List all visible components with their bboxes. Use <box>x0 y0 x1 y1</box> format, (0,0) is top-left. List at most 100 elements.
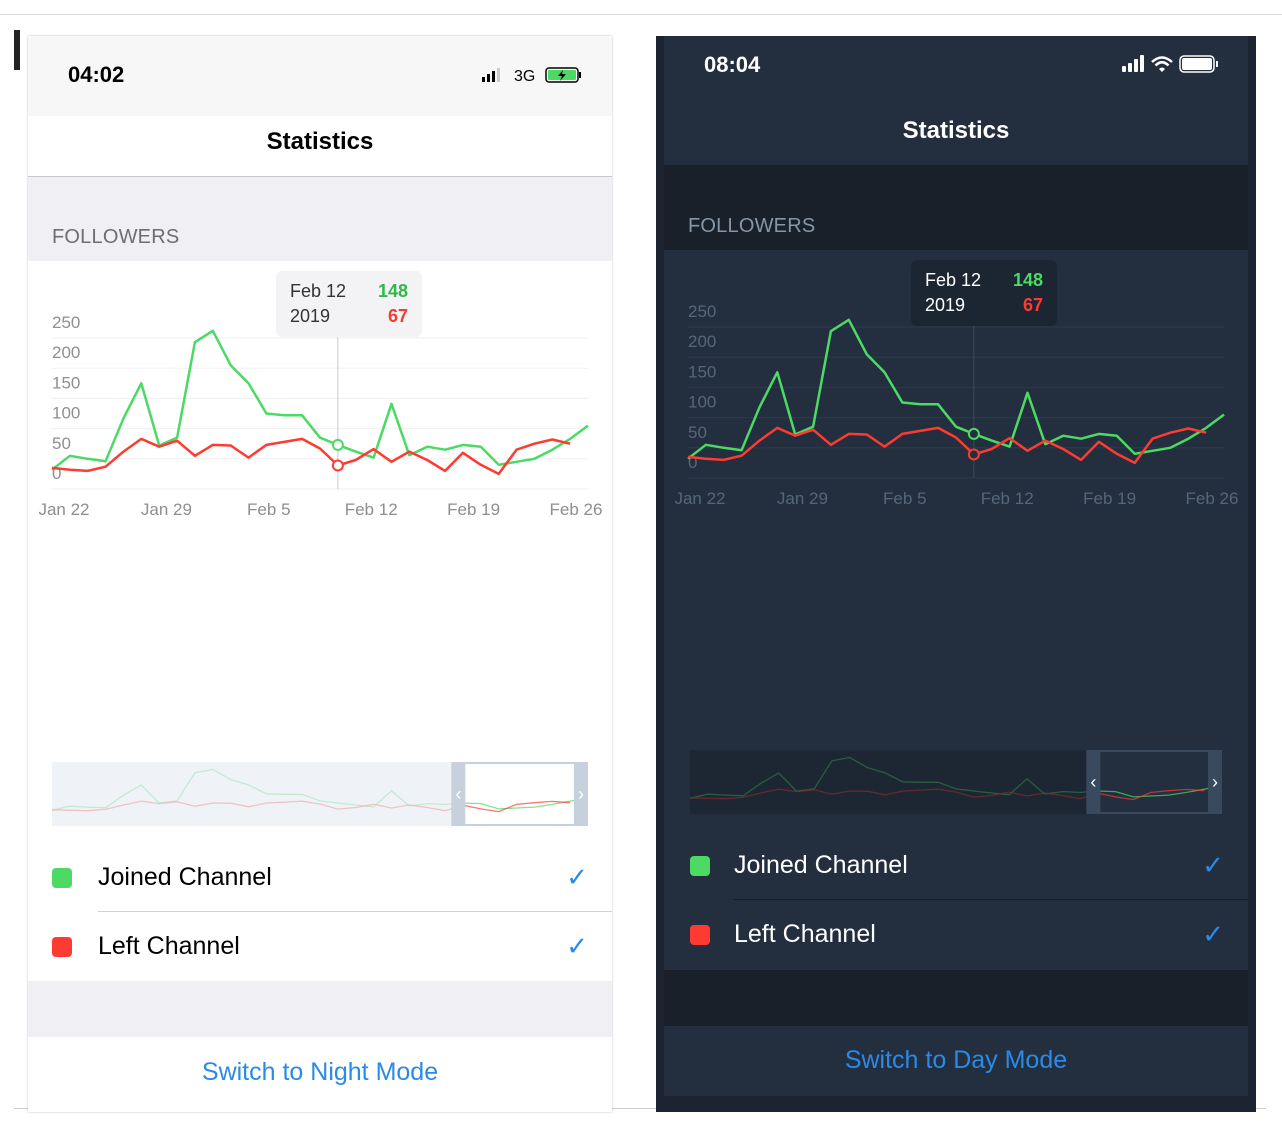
y-tick-label: 200 <box>688 332 716 351</box>
section-header-followers: FOLLOWERS <box>52 226 180 248</box>
range-navigator[interactable]: ‹ › <box>51 762 589 826</box>
range-navigator-chart[interactable]: ‹ › <box>689 750 1223 814</box>
x-tick-label: Feb 19 <box>447 500 500 519</box>
y-tick-label: 200 <box>52 343 80 362</box>
legend-item-joined[interactable]: Joined Channel ✓ <box>28 844 612 912</box>
series-line-joined <box>687 318 1225 460</box>
navigator-handle-left <box>451 762 466 826</box>
x-tick-label: Feb 5 <box>883 489 926 508</box>
status-icons: 3G <box>480 64 590 91</box>
chart-panel: 0 50 100 150 200 250 Jan 22 Jan 29 Feb 5 Feb 12 Fe… <box>664 250 1248 970</box>
y-tick-label: 0 <box>52 464 61 483</box>
legend-label-left: Left Channel <box>98 932 240 960</box>
y-tick-label: 250 <box>52 313 80 332</box>
tooltip-date: Feb 12 <box>925 270 982 290</box>
left-swatch-icon <box>690 925 710 945</box>
navigator-window-bottom <box>1100 812 1208 814</box>
y-tick-label: 0 <box>688 453 697 472</box>
legend-item-joined[interactable]: Joined Channel ✓ <box>664 832 1248 900</box>
tooltip-left-value: 67 <box>1022 295 1043 315</box>
x-tick-label: Feb 26 <box>550 500 603 519</box>
legend-item-left[interactable]: Left Channel ✓ <box>664 901 1248 969</box>
switch-panel <box>664 1026 1248 1096</box>
night-mode-screen: 08:04 Statistics FOLLOWERS 0 50 100 150 200 2… <box>656 36 1256 1112</box>
x-tick-label: Feb 19 <box>1083 489 1136 508</box>
navigator-dim-left <box>690 750 1087 814</box>
x-tick-label: Feb 12 <box>981 489 1034 508</box>
section-header-followers: FOLLOWERS <box>688 215 816 237</box>
status-time: 04:02 <box>68 62 125 87</box>
switch-to-night-mode-button[interactable]: Switch to Night Mode <box>201 1058 439 1086</box>
status-icons <box>1120 52 1224 81</box>
chevron-left-icon: ‹ <box>455 784 461 804</box>
checkmark-icon: ✓ <box>566 931 588 961</box>
checkmark-icon: ✓ <box>1202 850 1224 880</box>
chevron-right-icon: › <box>578 784 584 804</box>
nav-separator <box>28 176 612 177</box>
y-tick-label: 150 <box>688 362 716 381</box>
window-frame-bottom <box>14 1108 1266 1109</box>
x-tick-label: Feb 5 <box>247 500 290 519</box>
x-tick-label: Feb 12 <box>345 500 398 519</box>
crosshair-point <box>331 459 344 472</box>
legend-label-left: Left Channel <box>734 920 876 948</box>
section-gap <box>28 177 612 261</box>
joined-swatch-icon <box>52 868 72 888</box>
navigator-window-top <box>465 762 574 764</box>
navigator-window-top <box>1100 750 1208 752</box>
tooltip-joined-value: 148 <box>1012 270 1043 290</box>
series-line-joined <box>51 329 589 471</box>
navigator-handle-right <box>1208 750 1222 814</box>
navigator-handle-left <box>1086 750 1101 814</box>
chart-tooltip: Feb 12 148 2019 67 <box>276 271 422 337</box>
navigator-handle-right <box>574 762 588 826</box>
window-frame-top <box>0 14 1282 15</box>
y-tick-label: 50 <box>688 423 707 442</box>
navigator-dim-left <box>52 762 452 826</box>
checkmark-icon: ✓ <box>1202 919 1224 949</box>
navigator-window-bottom <box>465 824 574 826</box>
legend-label-joined: Joined Channel <box>98 863 272 891</box>
legend-label-joined: Joined Channel <box>734 851 908 879</box>
network-type: 3G <box>514 68 535 85</box>
chart-tooltip: Feb 12 148 2019 67 <box>911 260 1057 326</box>
y-tick-label: 100 <box>688 393 716 412</box>
status-bar: 08:04 <box>664 36 1248 116</box>
x-tick-label: Jan 29 <box>141 500 192 519</box>
section-gap-bottom <box>28 981 612 1037</box>
x-tick-label: Jan 29 <box>777 489 828 508</box>
tooltip-year: 2019 <box>290 306 331 326</box>
crosshair-point <box>967 427 980 440</box>
status-time: 08:04 <box>704 52 761 77</box>
range-navigator[interactable]: ‹ › <box>689 750 1223 814</box>
legend-separator <box>734 899 1248 900</box>
x-tick-label: Feb 26 <box>1186 489 1239 508</box>
joined-swatch-icon <box>690 856 710 876</box>
legend-item-left[interactable]: Left Channel ✓ <box>28 913 612 981</box>
section-gap <box>664 165 1248 250</box>
page-title: Statistics <box>902 117 1010 144</box>
section-gap-bottom <box>664 970 1248 1026</box>
switch-to-day-mode-button[interactable]: Switch to Day Mode <box>844 1046 1068 1074</box>
status-bar: 04:02 3G <box>28 36 612 116</box>
left-swatch-icon <box>52 937 72 957</box>
y-tick-label: 100 <box>52 404 80 423</box>
checkmark-icon: ✓ <box>566 862 588 892</box>
tooltip-joined-value: 148 <box>377 281 408 301</box>
tooltip-date: Feb 12 <box>290 281 347 301</box>
series-line-left <box>687 426 1207 465</box>
x-tick-label: Jan 22 <box>38 500 89 519</box>
y-tick-label: 50 <box>52 434 71 453</box>
series-line-left <box>51 437 571 476</box>
crosshair-point <box>967 448 980 461</box>
page-title: Statistics <box>266 128 374 155</box>
tooltip-left-value: 67 <box>387 306 408 326</box>
tooltip-year: 2019 <box>925 295 966 315</box>
chevron-left-icon: ‹ <box>1090 772 1096 792</box>
range-navigator-chart[interactable]: ‹ › <box>51 762 589 826</box>
night-left-edge <box>656 36 664 1112</box>
window-frame-left <box>14 30 20 70</box>
crosshair-point <box>331 438 344 451</box>
